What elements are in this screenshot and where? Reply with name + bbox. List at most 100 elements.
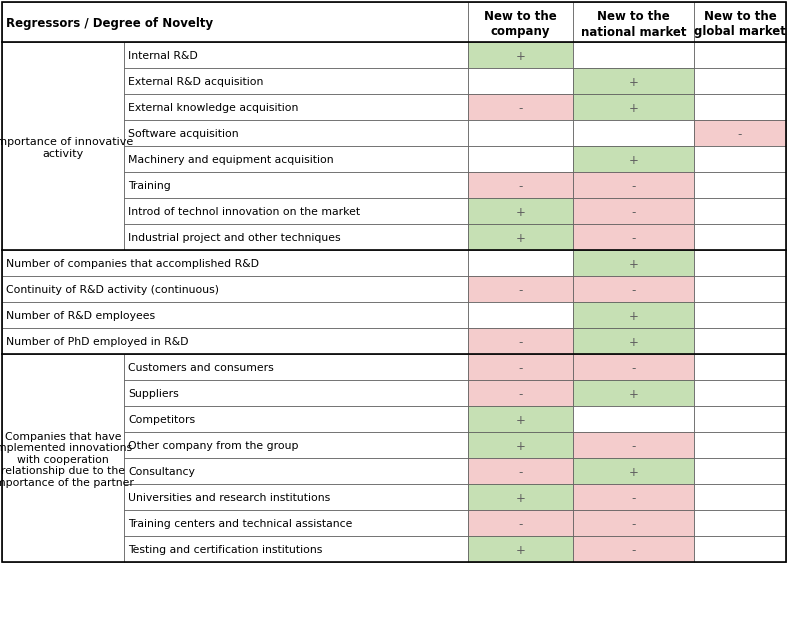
Bar: [468, 146, 573, 172]
Bar: [124, 432, 468, 458]
Text: +: +: [515, 232, 526, 245]
Bar: [124, 458, 468, 484]
Bar: [573, 536, 694, 562]
Bar: [573, 354, 694, 380]
Bar: [694, 510, 786, 536]
Text: -: -: [631, 544, 636, 557]
Text: +: +: [515, 206, 526, 219]
Text: Suppliers: Suppliers: [128, 389, 179, 399]
Text: -: -: [519, 336, 522, 349]
Bar: [694, 328, 786, 354]
Bar: [2, 354, 124, 562]
Bar: [2, 250, 468, 276]
Bar: [468, 510, 573, 536]
Bar: [2, 276, 468, 302]
Text: Regressors / Degree of Novelty: Regressors / Degree of Novelty: [6, 17, 213, 30]
Bar: [694, 2, 786, 42]
Text: +: +: [629, 388, 638, 401]
Text: Number of PhD employed in R&D: Number of PhD employed in R&D: [6, 337, 188, 347]
Bar: [694, 276, 786, 302]
Bar: [468, 536, 573, 562]
Bar: [468, 68, 573, 94]
Bar: [573, 42, 694, 68]
Bar: [468, 354, 573, 380]
Bar: [2, 2, 468, 42]
Bar: [468, 328, 573, 354]
Text: +: +: [515, 414, 526, 427]
Bar: [468, 2, 573, 42]
Bar: [468, 94, 573, 120]
Bar: [694, 42, 786, 68]
Text: +: +: [629, 76, 638, 89]
Text: Machinery and equipment acquisition: Machinery and equipment acquisition: [128, 155, 333, 165]
Bar: [573, 458, 694, 484]
Text: +: +: [629, 258, 638, 271]
Text: -: -: [631, 206, 636, 219]
Text: Internal R&D: Internal R&D: [128, 51, 198, 61]
Text: Other company from the group: Other company from the group: [128, 441, 299, 451]
Bar: [573, 146, 694, 172]
Text: Consultancy: Consultancy: [128, 467, 195, 477]
Bar: [124, 406, 468, 432]
Bar: [573, 2, 694, 42]
Bar: [124, 510, 468, 536]
Bar: [573, 68, 694, 94]
Text: Training centers and technical assistance: Training centers and technical assistanc…: [128, 519, 352, 529]
Bar: [2, 328, 468, 354]
Bar: [694, 198, 786, 224]
Text: Training: Training: [128, 181, 171, 191]
Text: +: +: [629, 466, 638, 479]
Text: Competitors: Competitors: [128, 415, 195, 425]
Bar: [694, 68, 786, 94]
Bar: [694, 250, 786, 276]
Bar: [124, 380, 468, 406]
Bar: [573, 198, 694, 224]
Bar: [694, 120, 786, 146]
Bar: [124, 354, 468, 380]
Text: -: -: [519, 102, 522, 115]
Bar: [573, 510, 694, 536]
Bar: [694, 484, 786, 510]
Text: -: -: [519, 180, 522, 193]
Bar: [124, 536, 468, 562]
Bar: [468, 224, 573, 250]
Text: -: -: [631, 492, 636, 505]
Text: Number of R&D employees: Number of R&D employees: [6, 311, 155, 321]
Bar: [124, 94, 468, 120]
Bar: [124, 224, 468, 250]
Text: +: +: [629, 336, 638, 349]
Text: +: +: [629, 154, 638, 167]
Bar: [124, 68, 468, 94]
Bar: [694, 172, 786, 198]
Text: Universities and research institutions: Universities and research institutions: [128, 493, 330, 503]
Text: Continuity of R&D activity (continuous): Continuity of R&D activity (continuous): [6, 285, 219, 295]
Text: External knowledge acquisition: External knowledge acquisition: [128, 103, 299, 113]
Bar: [468, 250, 573, 276]
Text: -: -: [631, 284, 636, 297]
Text: Testing and certification institutions: Testing and certification institutions: [128, 545, 322, 555]
Text: +: +: [629, 310, 638, 323]
Bar: [694, 432, 786, 458]
Bar: [694, 94, 786, 120]
Bar: [694, 302, 786, 328]
Bar: [573, 276, 694, 302]
Bar: [124, 484, 468, 510]
Text: -: -: [519, 284, 522, 297]
Text: -: -: [519, 466, 522, 479]
Bar: [468, 276, 573, 302]
Text: Number of companies that accomplished R&D: Number of companies that accomplished R&…: [6, 259, 259, 269]
Bar: [124, 146, 468, 172]
Bar: [468, 198, 573, 224]
Text: Software acquisition: Software acquisition: [128, 129, 239, 139]
Text: +: +: [515, 50, 526, 63]
Text: New to the
company: New to the company: [484, 11, 557, 38]
Bar: [468, 302, 573, 328]
Bar: [2, 42, 124, 250]
Bar: [468, 120, 573, 146]
Bar: [124, 120, 468, 146]
Bar: [468, 458, 573, 484]
Text: +: +: [515, 492, 526, 505]
Text: Customers and consumers: Customers and consumers: [128, 363, 273, 373]
Text: Introd of technol innovation on the market: Introd of technol innovation on the mark…: [128, 207, 360, 217]
Bar: [573, 224, 694, 250]
